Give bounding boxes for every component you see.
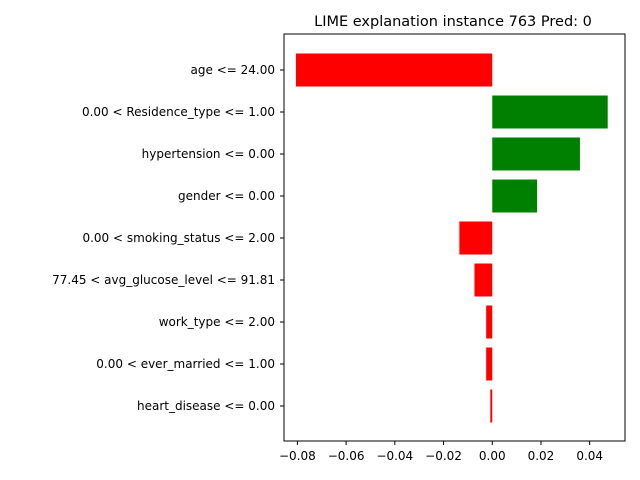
bar-7 [486,347,493,381]
bar-5 [474,263,493,297]
plot-frame [283,33,626,442]
y-tick-label-8: heart_disease <= 0.00 [137,399,275,413]
y-tick-label-2: hypertension <= 0.00 [142,147,275,161]
x-tick-label-4: 0.00 [479,449,506,463]
y-axis: age <= 24.00 0.00 < Residence_type <= 1.0… [52,63,284,413]
x-tick-label-2: −0.04 [376,449,413,463]
bar-4 [459,221,493,255]
y-tick-label-6: work_type <= 2.00 [159,315,275,329]
x-tick-label-3: −0.02 [425,449,462,463]
x-tick-label-1: −0.06 [328,449,365,463]
y-tick-label-1: 0.00 < Residence_type <= 1.00 [82,105,275,119]
bars-group [295,53,608,423]
y-tick-label-7: 0.00 < ever_married <= 1.00 [96,357,275,371]
chart-title: LIME explanation instance 763 Pred: 0 [314,14,592,30]
x-tick-label-0: −0.08 [279,449,316,463]
x-tick-label-5: 0.02 [528,449,555,463]
x-tick-label-6: 0.04 [576,449,603,463]
y-tick-label-4: 0.00 < smoking_status <= 2.00 [82,231,275,245]
bar-0 [295,53,493,87]
bar-3 [492,179,538,213]
y-tick-label-0: age <= 24.00 [191,63,275,77]
bar-6 [486,305,493,339]
bar-8 [490,389,493,423]
y-tick-label-3: gender <= 0.00 [178,189,275,203]
x-axis: −0.08 −0.06 −0.04 −0.02 0.00 0.02 0.04 [279,441,603,463]
y-tick-label-5: 77.45 < avg_glucose_level <= 91.81 [52,273,275,287]
bar-1 [492,95,608,129]
bar-2 [492,137,580,171]
